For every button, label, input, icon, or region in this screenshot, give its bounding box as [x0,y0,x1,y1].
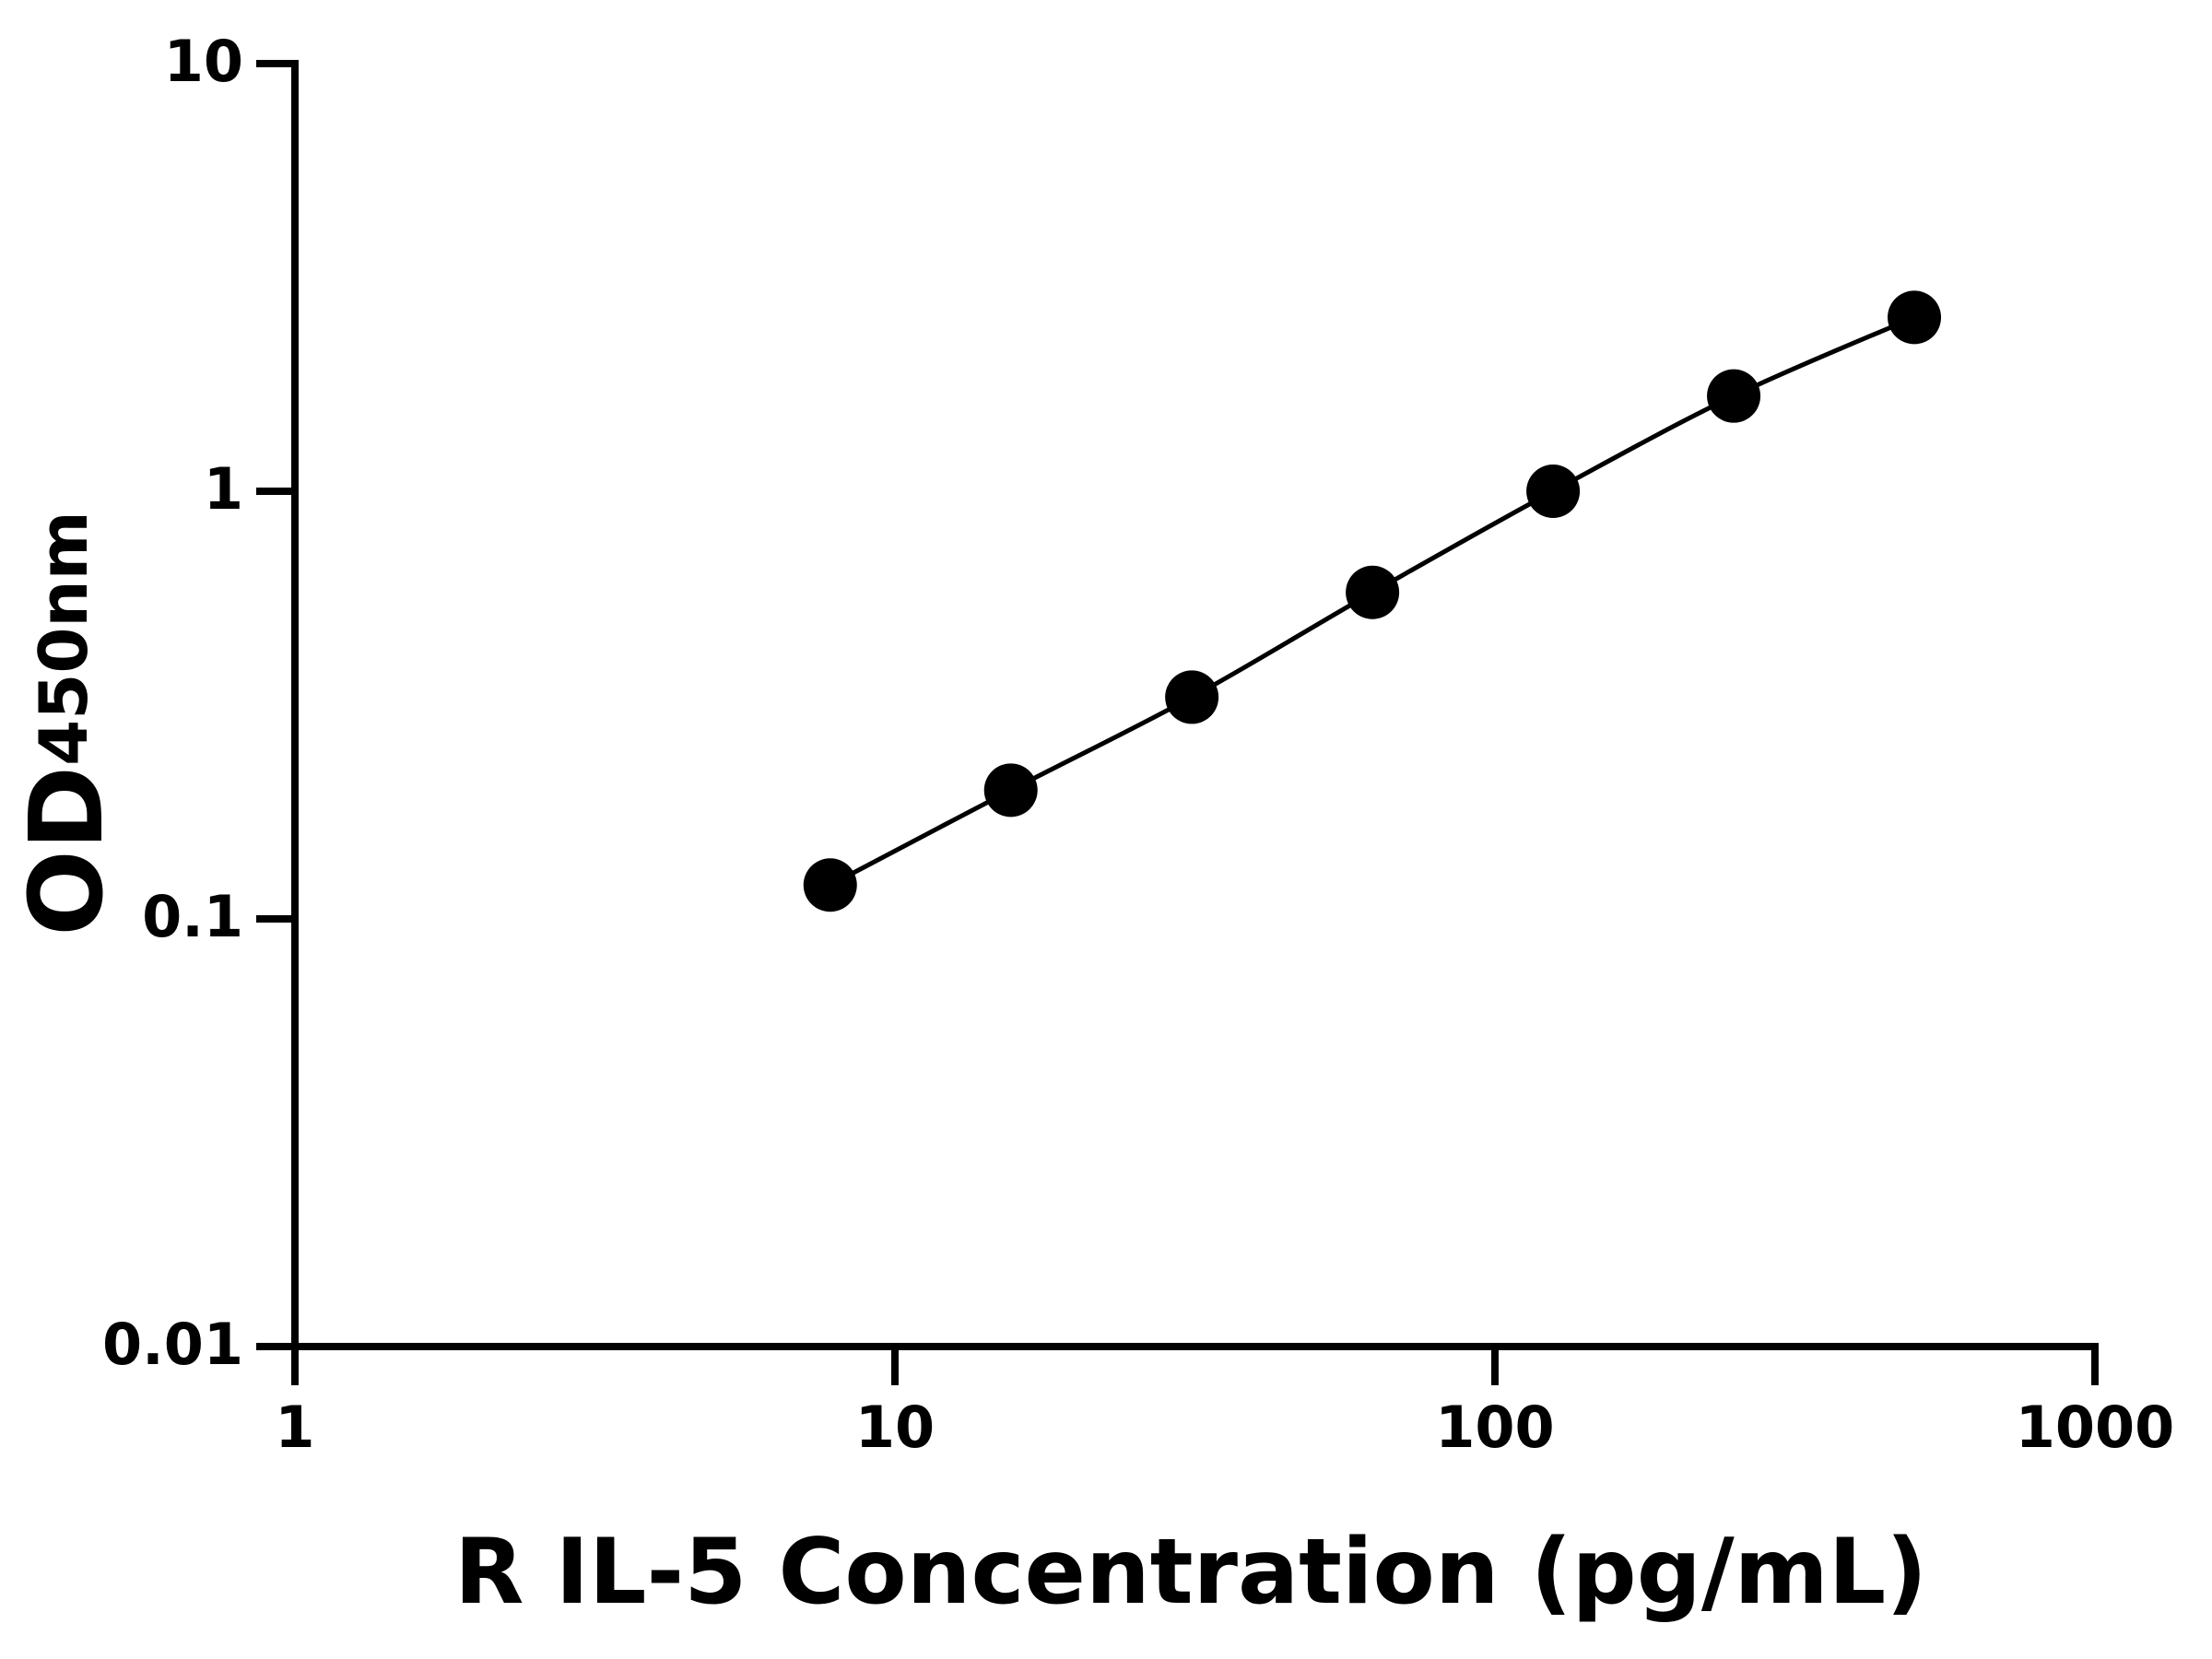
data-point [1346,565,1400,619]
y-axis-title: OD450nm [7,511,125,935]
x-tick-label: 10 [855,1394,935,1461]
y-tick-label: 10 [164,28,243,95]
data-point [1888,290,1942,345]
y-tick-label: 1 [204,455,243,523]
x-tick-label: 100 [1435,1394,1554,1461]
data-point [1526,465,1581,518]
x-axis-title: R IL-5 Concentration (pg/mL) [454,1520,1927,1625]
data-point [983,763,1038,818]
x-tick-label: 1 [275,1394,314,1461]
data-point [1165,670,1219,724]
data-point [803,858,857,912]
x-tick-label: 1000 [2016,1394,2175,1461]
data-point [1707,369,1761,423]
y-axis-title-main: OD [7,766,125,936]
y-tick-label: 0.1 [142,883,243,950]
y-axis-title-subscript: 450nm [25,511,102,766]
y-tick-label: 0.01 [102,1311,243,1378]
